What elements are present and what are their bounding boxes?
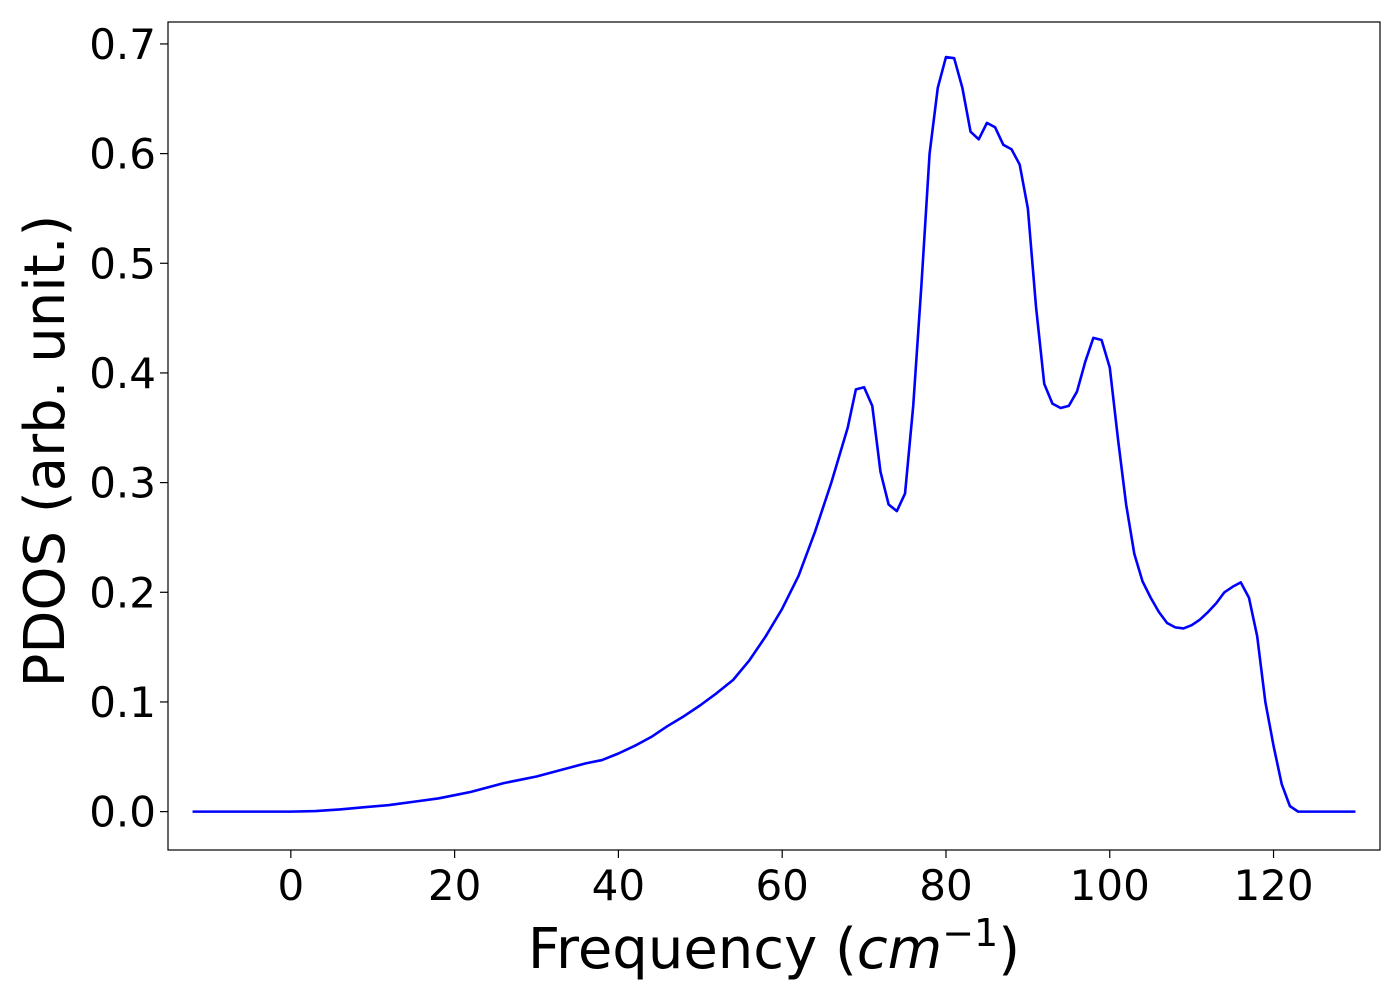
y-tick-label: 0.1 [89, 678, 156, 727]
y-tick-label: 0.7 [89, 20, 156, 69]
x-axis-title-unit: cm [857, 917, 942, 982]
x-tick-label: 60 [755, 861, 808, 910]
x-axis-title-text: Frequency ( [528, 917, 857, 982]
x-axis-title-close: ) [998, 917, 1020, 982]
y-tick-label: 0.6 [89, 130, 156, 179]
x-tick-label: 0 [277, 861, 304, 910]
y-axis-ticks: 0.0 0.1 0.2 0.3 0.4 0.5 0.6 0.7 [89, 20, 168, 837]
x-tick-label: 80 [919, 861, 972, 910]
y-tick-label: 0.0 [89, 788, 156, 837]
x-axis-ticks: 0 20 40 60 80 100 120 [277, 850, 1314, 910]
plot-area-frame [167, 21, 1381, 851]
x-tick-label: 120 [1233, 861, 1313, 910]
y-tick-label: 0.5 [89, 239, 156, 288]
pdos-series-line [192, 55, 1356, 813]
x-axis-title: Frequency (cm−1) [528, 911, 1020, 982]
y-axis-title: PDOS (arb. unit.) [13, 215, 78, 688]
x-tick-label: 40 [592, 861, 645, 910]
y-tick-label: 0.3 [89, 459, 156, 508]
y-tick-label: 0.2 [89, 568, 156, 617]
x-axis-title-exponent: −1 [942, 911, 998, 955]
x-tick-label: 20 [428, 861, 481, 910]
x-tick-label: 100 [1070, 861, 1150, 910]
y-tick-label: 0.4 [89, 349, 156, 398]
